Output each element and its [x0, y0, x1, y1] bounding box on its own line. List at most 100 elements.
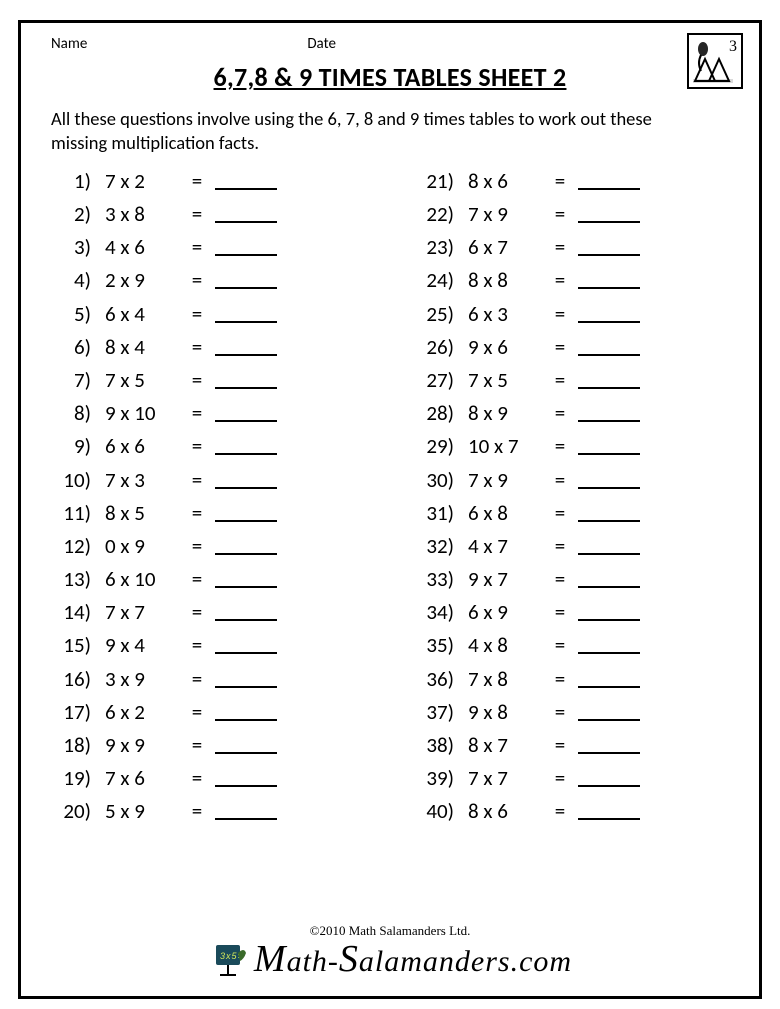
equals-sign: =	[546, 467, 574, 493]
problem-row: 15)9 x 4=	[51, 632, 366, 665]
answer-blank[interactable]	[215, 371, 277, 389]
problem-number: 15)	[51, 632, 97, 658]
answer-blank[interactable]	[578, 305, 640, 323]
answer-blank[interactable]	[215, 769, 277, 787]
problem-number: 32)	[414, 533, 460, 559]
equals-sign: =	[546, 234, 574, 260]
answer-blank[interactable]	[215, 437, 277, 455]
answer-blank[interactable]	[578, 769, 640, 787]
answer-blank[interactable]	[578, 404, 640, 422]
answer-blank[interactable]	[578, 172, 640, 190]
problem-number: 37)	[414, 699, 460, 725]
problem-expression: 6 x 2	[97, 699, 183, 725]
answer-blank[interactable]	[215, 238, 277, 256]
problem-row: 37)9 x 8=	[414, 699, 729, 732]
problem-row: 33)9 x 7=	[414, 566, 729, 599]
problem-row: 36)7 x 8=	[414, 666, 729, 699]
problem-expression: 8 x 9	[460, 400, 546, 426]
problems-grid: 1)7 x 2=2)3 x 8=3)4 x 6=4)2 x 9=5)6 x 4=…	[51, 168, 729, 832]
answer-blank[interactable]	[578, 570, 640, 588]
problem-number: 20)	[51, 798, 97, 824]
answer-blank[interactable]	[578, 636, 640, 654]
problem-expression: 9 x 7	[460, 566, 546, 592]
answer-blank[interactable]	[215, 305, 277, 323]
answer-blank[interactable]	[578, 371, 640, 389]
equals-sign: =	[183, 267, 211, 293]
equals-sign: =	[546, 666, 574, 692]
problem-number: 5)	[51, 301, 97, 327]
answer-blank[interactable]	[578, 670, 640, 688]
equals-sign: =	[183, 798, 211, 824]
answer-blank[interactable]	[578, 703, 640, 721]
problem-number: 10)	[51, 467, 97, 493]
answer-blank[interactable]	[578, 802, 640, 820]
problem-row: 20)5 x 9=	[51, 798, 366, 831]
problem-number: 1)	[51, 168, 97, 194]
answer-blank[interactable]	[578, 437, 640, 455]
answer-blank[interactable]	[215, 338, 277, 356]
answer-blank[interactable]	[578, 205, 640, 223]
equals-sign: =	[183, 732, 211, 758]
answer-blank[interactable]	[215, 636, 277, 654]
problem-row: 18)9 x 9=	[51, 732, 366, 765]
worksheet-title: 6,7,8 & 9 TIMES TABLES SHEET 2	[51, 61, 729, 93]
problem-row: 12)0 x 9=	[51, 533, 366, 566]
answer-blank[interactable]	[215, 404, 277, 422]
answer-blank[interactable]	[215, 570, 277, 588]
problem-row: 30)7 x 9=	[414, 467, 729, 500]
problem-expression: 7 x 2	[97, 168, 183, 194]
answer-blank[interactable]	[215, 670, 277, 688]
problem-expression: 2 x 9	[97, 267, 183, 293]
answer-blank[interactable]	[578, 603, 640, 621]
equals-sign: =	[546, 632, 574, 658]
problem-expression: 6 x 8	[460, 500, 546, 526]
problem-number: 19)	[51, 765, 97, 791]
problem-expression: 4 x 6	[97, 234, 183, 260]
problem-number: 34)	[414, 599, 460, 625]
problem-row: 22)7 x 9=	[414, 201, 729, 234]
problem-row: 25)6 x 3=	[414, 301, 729, 334]
equals-sign: =	[183, 234, 211, 260]
answer-blank[interactable]	[215, 802, 277, 820]
problem-number: 16)	[51, 666, 97, 692]
answer-blank[interactable]	[578, 338, 640, 356]
problem-expression: 6 x 3	[460, 301, 546, 327]
problem-number: 14)	[51, 599, 97, 625]
problem-number: 9)	[51, 433, 97, 459]
salamander-icon: 3	[689, 35, 741, 87]
problem-number: 2)	[51, 201, 97, 227]
answer-blank[interactable]	[215, 205, 277, 223]
answer-blank[interactable]	[215, 736, 277, 754]
problem-expression: 7 x 5	[97, 367, 183, 393]
problem-number: 7)	[51, 367, 97, 393]
equals-sign: =	[183, 400, 211, 426]
equals-sign: =	[183, 201, 211, 227]
answer-blank[interactable]	[215, 703, 277, 721]
answer-blank[interactable]	[578, 471, 640, 489]
problem-number: 38)	[414, 732, 460, 758]
equals-sign: =	[183, 666, 211, 692]
answer-blank[interactable]	[215, 504, 277, 522]
answer-blank[interactable]	[578, 736, 640, 754]
salamander-footer-icon: 3x5=	[208, 939, 248, 979]
problem-expression: 7 x 5	[460, 367, 546, 393]
answer-blank[interactable]	[578, 271, 640, 289]
problem-number: 8)	[51, 400, 97, 426]
answer-blank[interactable]	[215, 271, 277, 289]
intro-text: All these questions involve using the 6,…	[51, 107, 729, 156]
answer-blank[interactable]	[215, 537, 277, 555]
answer-blank[interactable]	[578, 537, 640, 555]
equals-sign: =	[546, 798, 574, 824]
answer-blank[interactable]	[215, 471, 277, 489]
problem-expression: 3 x 8	[97, 201, 183, 227]
problem-expression: 6 x 6	[97, 433, 183, 459]
equals-sign: =	[546, 267, 574, 293]
equals-sign: =	[546, 566, 574, 592]
answer-blank[interactable]	[215, 172, 277, 190]
answer-blank[interactable]	[578, 504, 640, 522]
answer-blank[interactable]	[578, 238, 640, 256]
answer-blank[interactable]	[215, 603, 277, 621]
equals-sign: =	[546, 599, 574, 625]
problem-number: 29)	[414, 433, 460, 459]
problem-row: 27)7 x 5=	[414, 367, 729, 400]
